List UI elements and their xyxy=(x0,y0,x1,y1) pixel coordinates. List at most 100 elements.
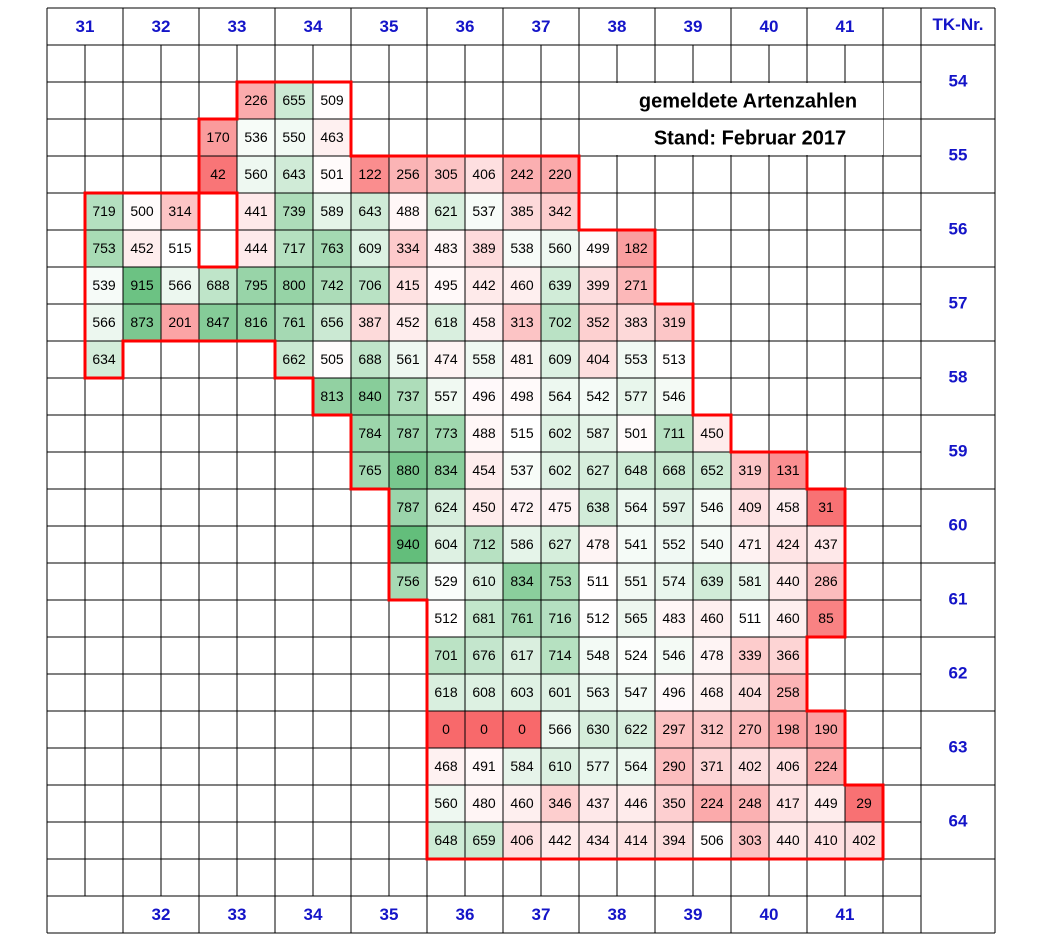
cell-fill xyxy=(655,785,693,822)
cell-value: 560 xyxy=(548,240,572,256)
cell-fill xyxy=(275,304,313,341)
cell-fill xyxy=(389,563,427,600)
bottom-column-label: 33 xyxy=(228,905,247,924)
cell-fill xyxy=(427,156,465,193)
cell-value: 409 xyxy=(738,499,762,515)
cell-value: 406 xyxy=(510,832,534,848)
cell-fill xyxy=(351,230,389,267)
cell-value: 546 xyxy=(662,647,686,663)
cell-fill xyxy=(503,526,541,563)
cell-fill xyxy=(541,637,579,674)
cell-value: 303 xyxy=(738,832,762,848)
cell-value: 394 xyxy=(662,832,686,848)
cell-value: 618 xyxy=(434,684,458,700)
cell-value: 290 xyxy=(662,758,686,774)
cell-fill xyxy=(655,341,693,378)
cell-fill xyxy=(693,748,731,785)
cell-fill xyxy=(351,267,389,304)
cell-fill xyxy=(807,563,845,600)
cell-value: 350 xyxy=(662,795,686,811)
top-column-label: 37 xyxy=(532,17,551,36)
cell-value: 31 xyxy=(818,499,834,515)
cell-value: 681 xyxy=(472,610,496,626)
cell-value: 800 xyxy=(282,277,306,293)
cell-value: 668 xyxy=(662,462,686,478)
cell-fill xyxy=(731,452,769,489)
cell-value: 505 xyxy=(320,351,344,367)
cell-value: 366 xyxy=(776,647,800,663)
cell-value: 566 xyxy=(548,721,572,737)
cell-fill xyxy=(313,230,351,267)
cell-value: 565 xyxy=(624,610,648,626)
cell-fill xyxy=(465,674,503,711)
cell-value: 450 xyxy=(472,499,496,515)
cell-fill xyxy=(541,193,579,230)
cell-fill xyxy=(769,600,807,637)
cell-fill xyxy=(237,230,275,267)
cell-value: 0 xyxy=(480,721,488,737)
cell-value: 655 xyxy=(282,92,306,108)
cell-value: 501 xyxy=(320,166,344,182)
cell-fill xyxy=(655,378,693,415)
cell-fill xyxy=(617,230,655,267)
cell-value: 442 xyxy=(548,832,572,848)
cell-value: 880 xyxy=(396,462,420,478)
cell-fill xyxy=(617,267,655,304)
cell-value: 406 xyxy=(776,758,800,774)
cell-fill xyxy=(807,785,845,822)
cell-fill xyxy=(579,600,617,637)
cell-fill xyxy=(731,822,769,859)
bottom-column-label: 37 xyxy=(532,905,551,924)
cell-value: 410 xyxy=(814,832,838,848)
cell-fill xyxy=(427,193,465,230)
cell-fill xyxy=(85,267,123,304)
cell-value: 458 xyxy=(472,314,496,330)
cell-value: 352 xyxy=(586,314,610,330)
cell-fill xyxy=(503,785,541,822)
cell-value: 524 xyxy=(624,647,648,663)
cell-fill xyxy=(693,600,731,637)
cell-value: 540 xyxy=(700,536,724,552)
cell-fill xyxy=(465,526,503,563)
cell-value: 617 xyxy=(510,647,534,663)
cell-fill xyxy=(503,748,541,785)
cell-value: 475 xyxy=(548,499,572,515)
cell-fill xyxy=(389,341,427,378)
cell-value: 297 xyxy=(662,721,686,737)
cell-fill xyxy=(579,230,617,267)
cell-fill xyxy=(503,563,541,600)
cell-value: 305 xyxy=(434,166,458,182)
cell-fill xyxy=(161,230,199,267)
cell-value: 242 xyxy=(510,166,534,182)
cell-value: 512 xyxy=(434,610,458,626)
cell-value: 460 xyxy=(776,610,800,626)
cell-fill xyxy=(541,230,579,267)
cell-fill xyxy=(123,304,161,341)
cell-fill xyxy=(427,526,465,563)
cell-fill xyxy=(541,304,579,341)
top-column-label: 35 xyxy=(380,17,399,36)
cell-fill xyxy=(237,304,275,341)
cell-value: 440 xyxy=(776,573,800,589)
top-column-label: 34 xyxy=(304,17,323,36)
cell-value: 662 xyxy=(282,351,306,367)
cell-fill xyxy=(237,119,275,156)
cell-value: 795 xyxy=(244,277,268,293)
cell-value: 564 xyxy=(624,758,648,774)
cell-fill xyxy=(503,193,541,230)
cell-value: 389 xyxy=(472,240,496,256)
cell-value: 342 xyxy=(548,203,572,219)
cell-fill xyxy=(275,230,313,267)
cell-value: 495 xyxy=(434,277,458,293)
cell-value: 542 xyxy=(586,388,610,404)
cell-value: 648 xyxy=(434,832,458,848)
cell-fill xyxy=(313,267,351,304)
cell-fill xyxy=(427,489,465,526)
top-column-label: 41 xyxy=(836,17,855,36)
cell-fill xyxy=(503,415,541,452)
cell-fill xyxy=(351,452,389,489)
title-line2: Stand: Februar 2017 xyxy=(654,127,846,149)
cell-value: 201 xyxy=(168,314,192,330)
cell-value: 258 xyxy=(776,684,800,700)
cell-fill xyxy=(769,748,807,785)
